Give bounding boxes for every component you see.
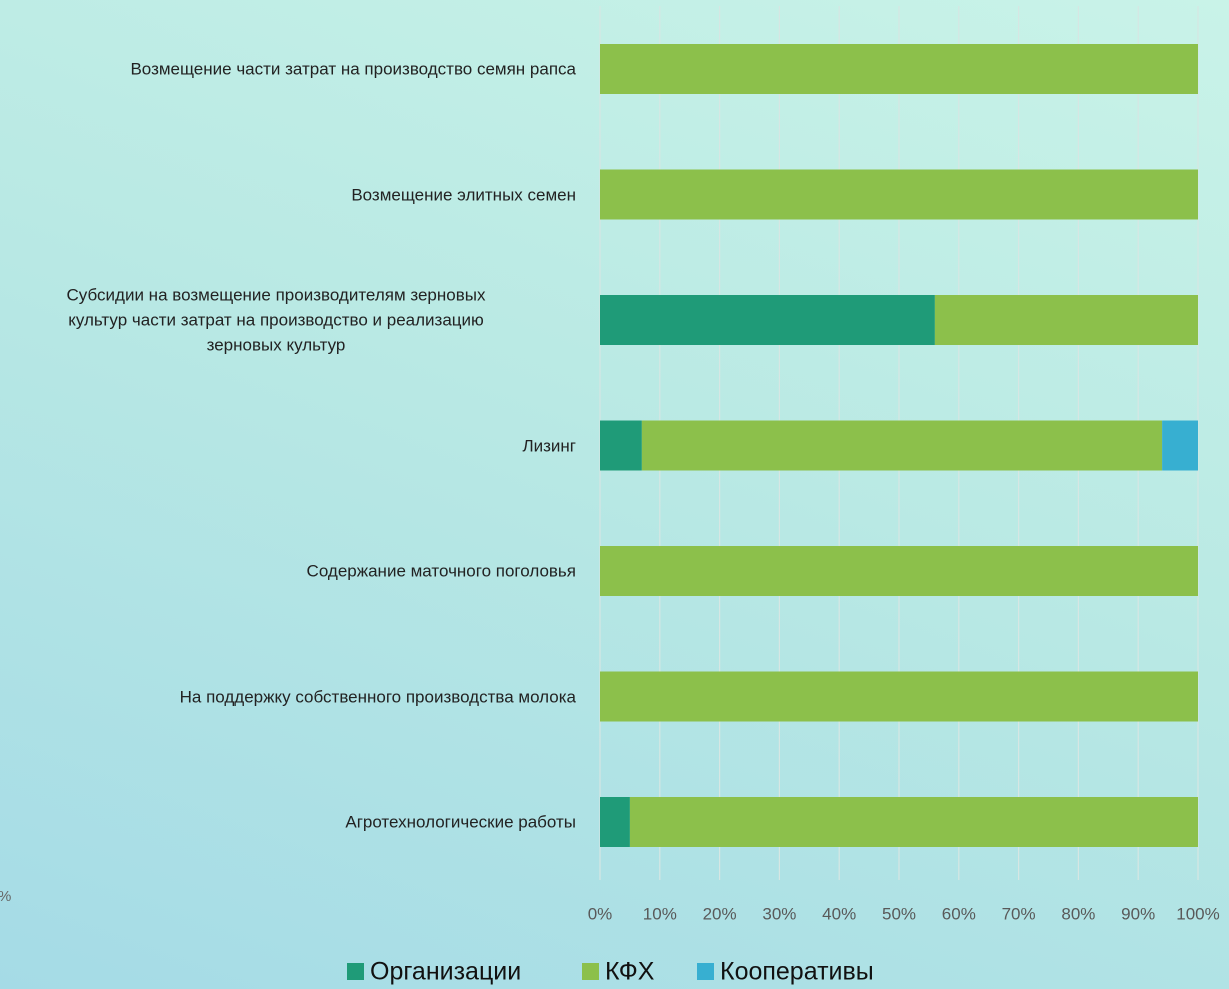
bar-segment [1162,420,1198,471]
legend-marker [697,963,714,980]
legend-marker [582,963,599,980]
category-label: Возмещение части затрат на производство … [130,59,576,79]
legend-marker [347,963,364,980]
legend-label: Кооперативы [720,958,874,986]
bar-segment [600,420,642,471]
x-tick-label: 100% [1176,904,1219,923]
x-tick-label: 20% [703,904,737,923]
x-tick-label: 30% [762,904,796,923]
bar-segment [600,546,1198,596]
x-tick-label: 0% [588,904,613,923]
category-label: На поддержку собственного производства м… [179,687,576,706]
x-tick-label: 50% [882,904,916,923]
category-label: Лизинг [522,436,576,455]
x-tick-label: 90% [1121,904,1155,923]
bar-segment [600,295,935,345]
category-label: Агротехнологические работы [345,812,576,832]
bar-segment [600,671,1198,722]
bar-segment [600,797,630,847]
bar-segment [641,420,1163,471]
x-tick-label: 40% [822,904,856,923]
x-tick-label: 80% [1061,904,1095,923]
x-tick-label: 70% [1002,904,1036,923]
bar-segment [600,169,1198,220]
bar-segment [600,44,1198,94]
annotation: % [0,888,11,905]
bar-segment [934,295,1198,345]
category-label: Субсидии на возмещение производителям зе… [66,285,486,355]
category-label: Возмещение элитных семен [351,185,576,204]
x-tick-label: 60% [942,904,976,923]
x-tick-label: 10% [643,904,677,923]
legend-label: Организации [370,958,521,986]
category-label: Содержание маточного поголовья [306,561,576,581]
legend-label: КФХ [605,958,655,986]
bar-segment [629,797,1198,847]
